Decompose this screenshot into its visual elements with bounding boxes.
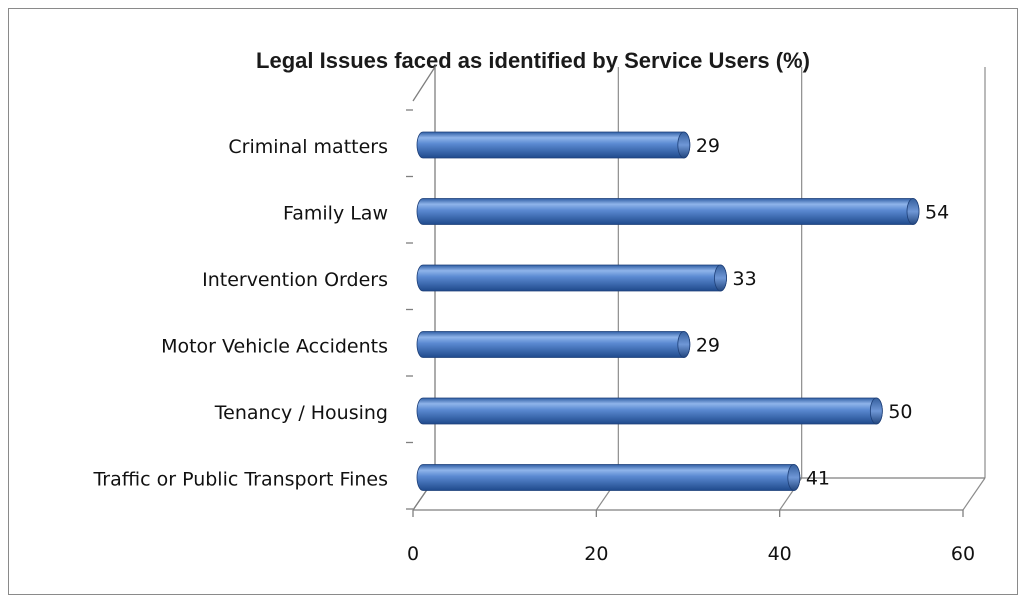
x-tick-label: 40 <box>768 543 792 565</box>
bar-end-cap <box>906 198 920 225</box>
bar-end-cap <box>714 264 727 292</box>
x-tick-label: 20 <box>584 543 608 565</box>
bar-end-cap <box>677 331 691 358</box>
x-tick-label: 0 <box>407 543 419 565</box>
chart-frame <box>8 8 1018 595</box>
x-tick-label: 60 <box>951 543 975 565</box>
category-label: Family Law <box>283 203 388 225</box>
bar-end-cap <box>869 397 883 425</box>
bar <box>416 397 883 425</box>
bar <box>416 331 691 358</box>
data-label: 54 <box>925 202 949 224</box>
bars <box>416 131 920 491</box>
floor-gridline <box>962 477 986 511</box>
bar <box>416 464 801 491</box>
bar-end-cap <box>787 464 801 491</box>
category-label: Criminal matters <box>228 136 388 158</box>
bar <box>416 131 691 159</box>
bar-end-cap <box>677 131 691 159</box>
bar <box>416 198 920 225</box>
labels: 0 20 40 60 Criminal matters 29 Family Law 54 Int… <box>92 135 975 565</box>
data-label: 33 <box>733 268 757 290</box>
category-label: Motor Vehicle Accidents <box>161 336 388 358</box>
data-label: 41 <box>806 468 830 490</box>
data-label: 50 <box>888 401 912 423</box>
data-label: 29 <box>696 135 720 157</box>
category-label: Traffic or Public Transport Fines <box>92 469 388 491</box>
data-label: 29 <box>696 335 720 357</box>
chart-title: Legal Issues faced as identified by Serv… <box>256 48 810 73</box>
category-label: Tenancy / Housing <box>214 402 388 424</box>
bar <box>416 264 727 292</box>
category-label: Intervention Orders <box>202 269 388 291</box>
